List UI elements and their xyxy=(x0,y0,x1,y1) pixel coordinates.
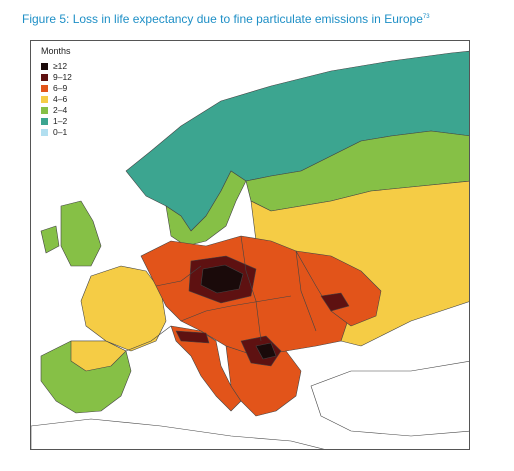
region-turkey xyxy=(310,361,469,437)
legend-item: 1–2 xyxy=(41,116,72,127)
legend-item: 0–1 xyxy=(41,127,72,138)
border-line xyxy=(295,250,317,332)
border-line xyxy=(180,295,292,322)
hotspot-po-valley xyxy=(175,330,210,344)
figure-caption: Figure 5: Loss in life expectancy due to… xyxy=(22,12,430,26)
legend-swatch xyxy=(41,129,48,136)
legend-swatch xyxy=(41,118,48,125)
border-line xyxy=(125,325,172,352)
legend-title: Months xyxy=(41,46,71,56)
legend-label: ≥12 xyxy=(53,61,68,72)
legend-item: ≥12 xyxy=(41,61,72,72)
map-frame: Months ≥12 9–12 6–9 4–6 2–4 1–2 0–1 xyxy=(30,40,470,450)
border-line xyxy=(240,235,262,342)
legend-label: 0–1 xyxy=(53,127,68,138)
legend-item: 4–6 xyxy=(41,94,72,105)
region-ukraine xyxy=(295,250,382,327)
region-ireland xyxy=(40,225,60,254)
region-france xyxy=(80,265,167,352)
figure-footnote-ref: 73 xyxy=(422,14,430,20)
legend-label: 9–12 xyxy=(53,72,72,83)
region-north-africa xyxy=(31,418,325,449)
legend-label: 4–6 xyxy=(53,94,68,105)
map-borders-layer xyxy=(125,235,317,352)
hotspot-silesia-core xyxy=(200,264,244,294)
legend-label: 2–4 xyxy=(53,105,68,116)
region-great-britain xyxy=(60,200,102,267)
legend-item: 6–9 xyxy=(41,83,72,94)
legend-label: 6–9 xyxy=(53,83,68,94)
legend-item: 2–4 xyxy=(41,105,72,116)
figure-caption-text: Figure 5: Loss in life expectancy due to… xyxy=(22,12,423,26)
map-legend: Months ≥12 9–12 6–9 4–6 2–4 1–2 0–1 xyxy=(41,47,72,138)
legend-item: 9–12 xyxy=(41,72,72,83)
region-italy xyxy=(170,325,242,412)
legend-swatch xyxy=(41,107,48,114)
map-land-layer xyxy=(31,50,469,449)
legend-label: 1–2 xyxy=(53,116,68,127)
hotspot-donbas xyxy=(320,292,350,312)
legend-swatch xyxy=(41,85,48,92)
legend-swatch xyxy=(41,63,48,70)
europe-map xyxy=(31,50,469,449)
border-line xyxy=(155,265,202,287)
legend-swatch xyxy=(41,74,48,81)
hotspot-serbia-core xyxy=(255,342,277,360)
legend-swatch xyxy=(41,96,48,103)
